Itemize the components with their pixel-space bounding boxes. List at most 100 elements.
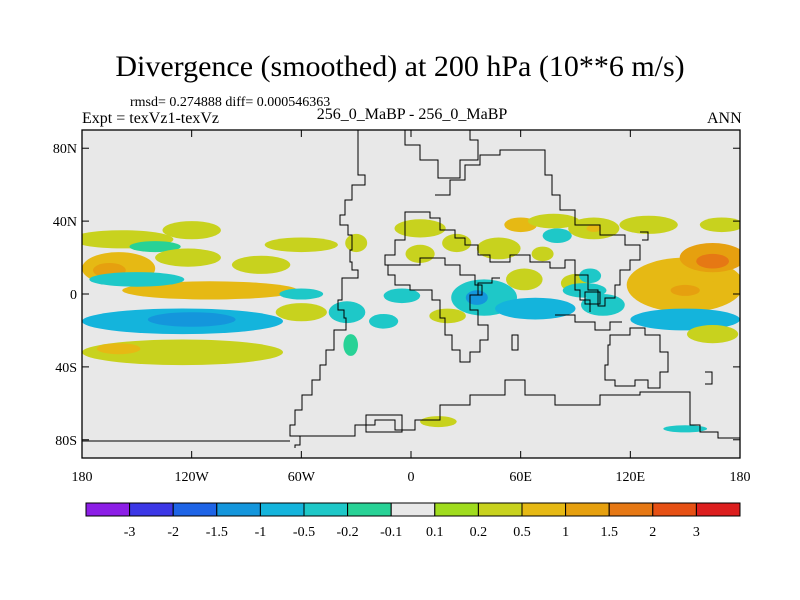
x-tick-label: 120W bbox=[175, 470, 210, 485]
colorbar-swatch bbox=[390, 502, 436, 517]
coastline-indochina bbox=[574, 275, 591, 312]
colorbar-swatch bbox=[565, 502, 610, 517]
coastline-borneo bbox=[584, 291, 601, 305]
field-anomaly-50 bbox=[630, 308, 740, 331]
colorbar-swatch bbox=[477, 502, 523, 517]
colorbar-label: -3 bbox=[124, 525, 136, 540]
colorbar-swatch bbox=[85, 502, 131, 517]
field-anomaly-3 bbox=[129, 241, 181, 253]
field-anomaly-30 bbox=[528, 213, 580, 229]
coastline-greenland bbox=[404, 130, 479, 179]
colorbar-label: -2 bbox=[167, 525, 179, 540]
colorbar-label: 1 bbox=[562, 525, 569, 540]
x-tick-label: 120E bbox=[616, 470, 646, 485]
field-anomaly-26 bbox=[420, 416, 457, 428]
field-anomaly-8 bbox=[264, 237, 338, 253]
field-anomaly-17 bbox=[96, 343, 141, 355]
colorbar-swatch bbox=[521, 502, 567, 517]
field-anomaly-11 bbox=[89, 272, 185, 287]
field-anomaly-14 bbox=[147, 312, 236, 327]
field-anomaly-49 bbox=[696, 253, 729, 269]
coastline-americas bbox=[289, 130, 366, 448]
colorbar-swatch bbox=[129, 502, 174, 517]
coastline-antarctica bbox=[82, 379, 740, 442]
field-anomaly-18 bbox=[328, 301, 366, 324]
field-anomaly-33 bbox=[586, 224, 602, 232]
coastline-madagascar bbox=[511, 334, 519, 351]
coastline-arabia bbox=[470, 277, 500, 296]
coastline-antarctic-island bbox=[365, 414, 403, 433]
field-anomaly-34 bbox=[619, 215, 678, 234]
colorbar-label: -0.2 bbox=[337, 525, 359, 540]
coastline-indonesia bbox=[555, 314, 622, 331]
x-tick-label: 180 bbox=[72, 470, 93, 485]
colorbar-swatch bbox=[172, 502, 218, 517]
case-label: 256_0_MaBP - 256_0_MaBP bbox=[316, 106, 508, 123]
field-anomaly-21 bbox=[394, 219, 446, 238]
field-anomaly-24 bbox=[369, 314, 399, 329]
colorbar-label: -1.5 bbox=[206, 525, 228, 540]
field-anomaly-35 bbox=[699, 217, 740, 233]
chart-title: Divergence (smoothed) at 200 hPa (10**6 … bbox=[115, 50, 685, 83]
x-tick-label: 60W bbox=[288, 470, 316, 485]
field-anomaly-12 bbox=[279, 288, 324, 300]
field-anomaly-15 bbox=[275, 303, 327, 322]
colorbar-swatch bbox=[608, 502, 654, 517]
field-anomaly-2 bbox=[162, 221, 221, 240]
field-anomaly-40 bbox=[465, 290, 488, 305]
x-tick-label: 180 bbox=[730, 470, 751, 485]
x-tick-label: 0 bbox=[408, 470, 415, 485]
field-anomaly-19 bbox=[343, 334, 359, 356]
field-anomaly-52 bbox=[663, 425, 708, 433]
experiment-label: Expt = texVz1-texVz bbox=[82, 110, 219, 127]
field-anomaly-44 bbox=[562, 283, 607, 298]
field-anomaly-23 bbox=[383, 288, 421, 304]
field-anomaly-25 bbox=[429, 308, 466, 324]
colorbar-label: 3 bbox=[693, 525, 700, 540]
field-anomaly-43 bbox=[579, 268, 602, 284]
field-anomaly-31 bbox=[542, 228, 572, 243]
coastline-japan bbox=[640, 231, 649, 241]
colorbar-swatch bbox=[434, 502, 479, 517]
field-anomaly-20 bbox=[345, 233, 368, 253]
y-tick-label: 80S bbox=[55, 434, 77, 449]
coastline-eurasia bbox=[384, 149, 641, 307]
colorbar-label: 2 bbox=[649, 525, 656, 540]
colorbar: -3 -2 -1.5 -1 -0.5 -0.2 -0.1 0.1 0.2 0.5 1 1.5 2 3 bbox=[85, 502, 741, 540]
colorbar-label: 0.1 bbox=[426, 525, 444, 540]
field-anomaly-27 bbox=[442, 233, 472, 253]
coastline-africa bbox=[387, 257, 489, 363]
y-tick-label: 80N bbox=[53, 142, 77, 157]
y-tick-label: 40N bbox=[53, 215, 77, 230]
colorbar-swatch bbox=[303, 502, 349, 517]
field-anomaly-10 bbox=[177, 284, 243, 296]
axes: 180 120W 60W 0 60E 120E 180 80N 40N 0 40S 80S bbox=[53, 130, 751, 485]
coastline-australia bbox=[604, 327, 669, 389]
colorbar-label: 1.5 bbox=[600, 525, 618, 540]
colorbar-swatch bbox=[347, 502, 392, 517]
field-anomaly-37 bbox=[531, 246, 554, 262]
y-tick-label: 40S bbox=[55, 361, 77, 376]
field-anomaly-51 bbox=[687, 325, 739, 344]
colorbar-label: 0.2 bbox=[470, 525, 488, 540]
colorbar-label: -1 bbox=[255, 525, 267, 540]
y-tick-label: 0 bbox=[70, 288, 77, 303]
field-anomaly-42 bbox=[581, 294, 625, 316]
colorbar-swatch bbox=[695, 502, 741, 517]
field-anomaly-6 bbox=[155, 248, 221, 267]
field-anomaly-41 bbox=[495, 297, 576, 320]
colorbar-label: -0.5 bbox=[293, 525, 315, 540]
period-label: ANN bbox=[707, 110, 742, 127]
coastlines bbox=[82, 130, 740, 448]
colorbar-label: -0.1 bbox=[380, 525, 402, 540]
colorbar-swatch bbox=[259, 502, 305, 517]
colorbar-swatch bbox=[652, 502, 697, 517]
field-anomaly-36 bbox=[506, 268, 543, 291]
field-anomaly-47 bbox=[670, 284, 700, 296]
x-tick-label: 60E bbox=[509, 470, 532, 485]
coastline-new-zealand bbox=[705, 371, 713, 385]
colorbar-label: 0.5 bbox=[513, 525, 531, 540]
colorbar-swatch bbox=[216, 502, 261, 517]
field-anomaly-28 bbox=[476, 237, 521, 260]
